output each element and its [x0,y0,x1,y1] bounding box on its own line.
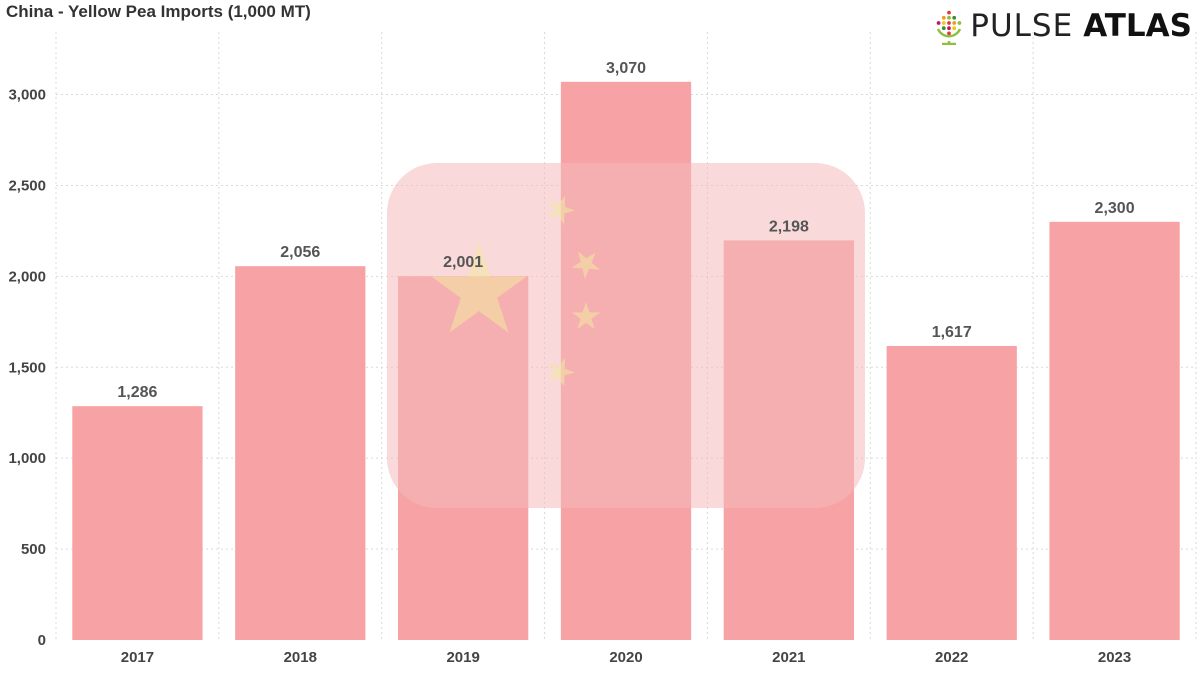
chart-title: China - Yellow Pea Imports (1,000 MT) [6,2,311,21]
data-label: 2,300 [1095,200,1135,217]
logo-dot [947,21,952,25]
logo-dot [952,21,957,25]
data-label: 1,617 [932,324,972,341]
logo-dot [936,21,941,25]
x-tick-label: 2020 [609,649,642,666]
y-tick-label: 3,000 [8,87,46,104]
data-label: 2,198 [769,218,809,235]
logo-dot [957,21,962,25]
flag-star [571,302,601,330]
logo: PULSE ATLAS [932,6,1192,46]
labels: 0 500 1,000 1,500 2,000 2,500 3,000 1,286 2017 2,… [8,60,1134,666]
logo-dot [942,21,946,25]
logo-dot [947,26,952,31]
bar-2023[interactable] [1049,221,1180,640]
flag-star [571,251,600,279]
flag-star [547,195,575,225]
bar-2018[interactable] [235,266,366,640]
y-tick-label: 2,000 [8,268,46,285]
flag-star [547,357,575,387]
flag-star [431,242,527,333]
logo-dot [952,15,957,20]
logo-dot [947,10,952,15]
y-tick-label: 500 [21,541,46,558]
x-tick-label: 2023 [1098,649,1131,666]
logo-text-pulse: PULSE [970,8,1074,44]
y-tick-label: 1,000 [8,450,46,467]
logo-dot [952,26,957,31]
data-label: 3,070 [606,60,646,77]
china-flag-icon [387,163,865,508]
data-label: 1,286 [117,384,157,401]
flag-background [387,163,865,508]
x-tick-label: 2021 [772,649,805,666]
y-tick-label: 1,500 [8,359,46,376]
globe-icon [936,10,962,45]
data-label: 2,001 [443,254,483,271]
x-tick-label: 2018 [284,649,317,666]
logo-dot [942,26,946,31]
logo-text-atlas: ATLAS [1083,8,1192,44]
y-tick-label: 0 [38,632,46,649]
y-tick-label: 2,500 [8,177,46,194]
x-tick-label: 2017 [121,649,154,666]
x-tick-label: 2019 [446,649,479,666]
logo-dot [942,15,946,20]
logo-dot [947,31,952,36]
bar-2017[interactable] [72,406,203,640]
data-label: 2,056 [280,244,320,261]
bar-2022[interactable] [886,346,1017,640]
x-tick-label: 2022 [935,649,968,666]
logo-dot [947,15,952,20]
